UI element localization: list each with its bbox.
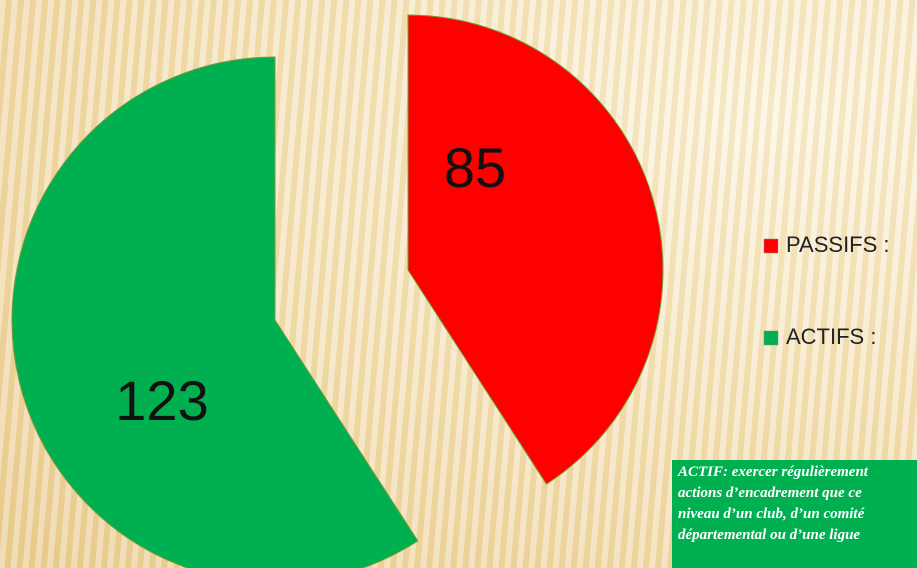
legend-label: ACTIFS : — [786, 324, 876, 349]
annotation-box: ACTIF: exercer régulièrement actions d’en… — [672, 460, 917, 568]
pie-slice — [407, 14, 664, 485]
annotation-line: niveau d’un club, d’un comité — [678, 506, 865, 522]
annotation-line: ACTIF: exercer régulièrement — [678, 464, 868, 480]
value-label: 123 — [115, 369, 208, 432]
annotation-line: actions d’encadrement que ce — [678, 485, 862, 501]
legend-label: PASSIFS : — [786, 232, 890, 257]
value-label: 85 — [444, 136, 506, 199]
legend-swatch — [763, 238, 779, 254]
annotation-line: départemental ou d’une ligue — [678, 527, 861, 543]
legend-swatch — [763, 330, 779, 346]
pie-slice — [11, 56, 419, 568]
